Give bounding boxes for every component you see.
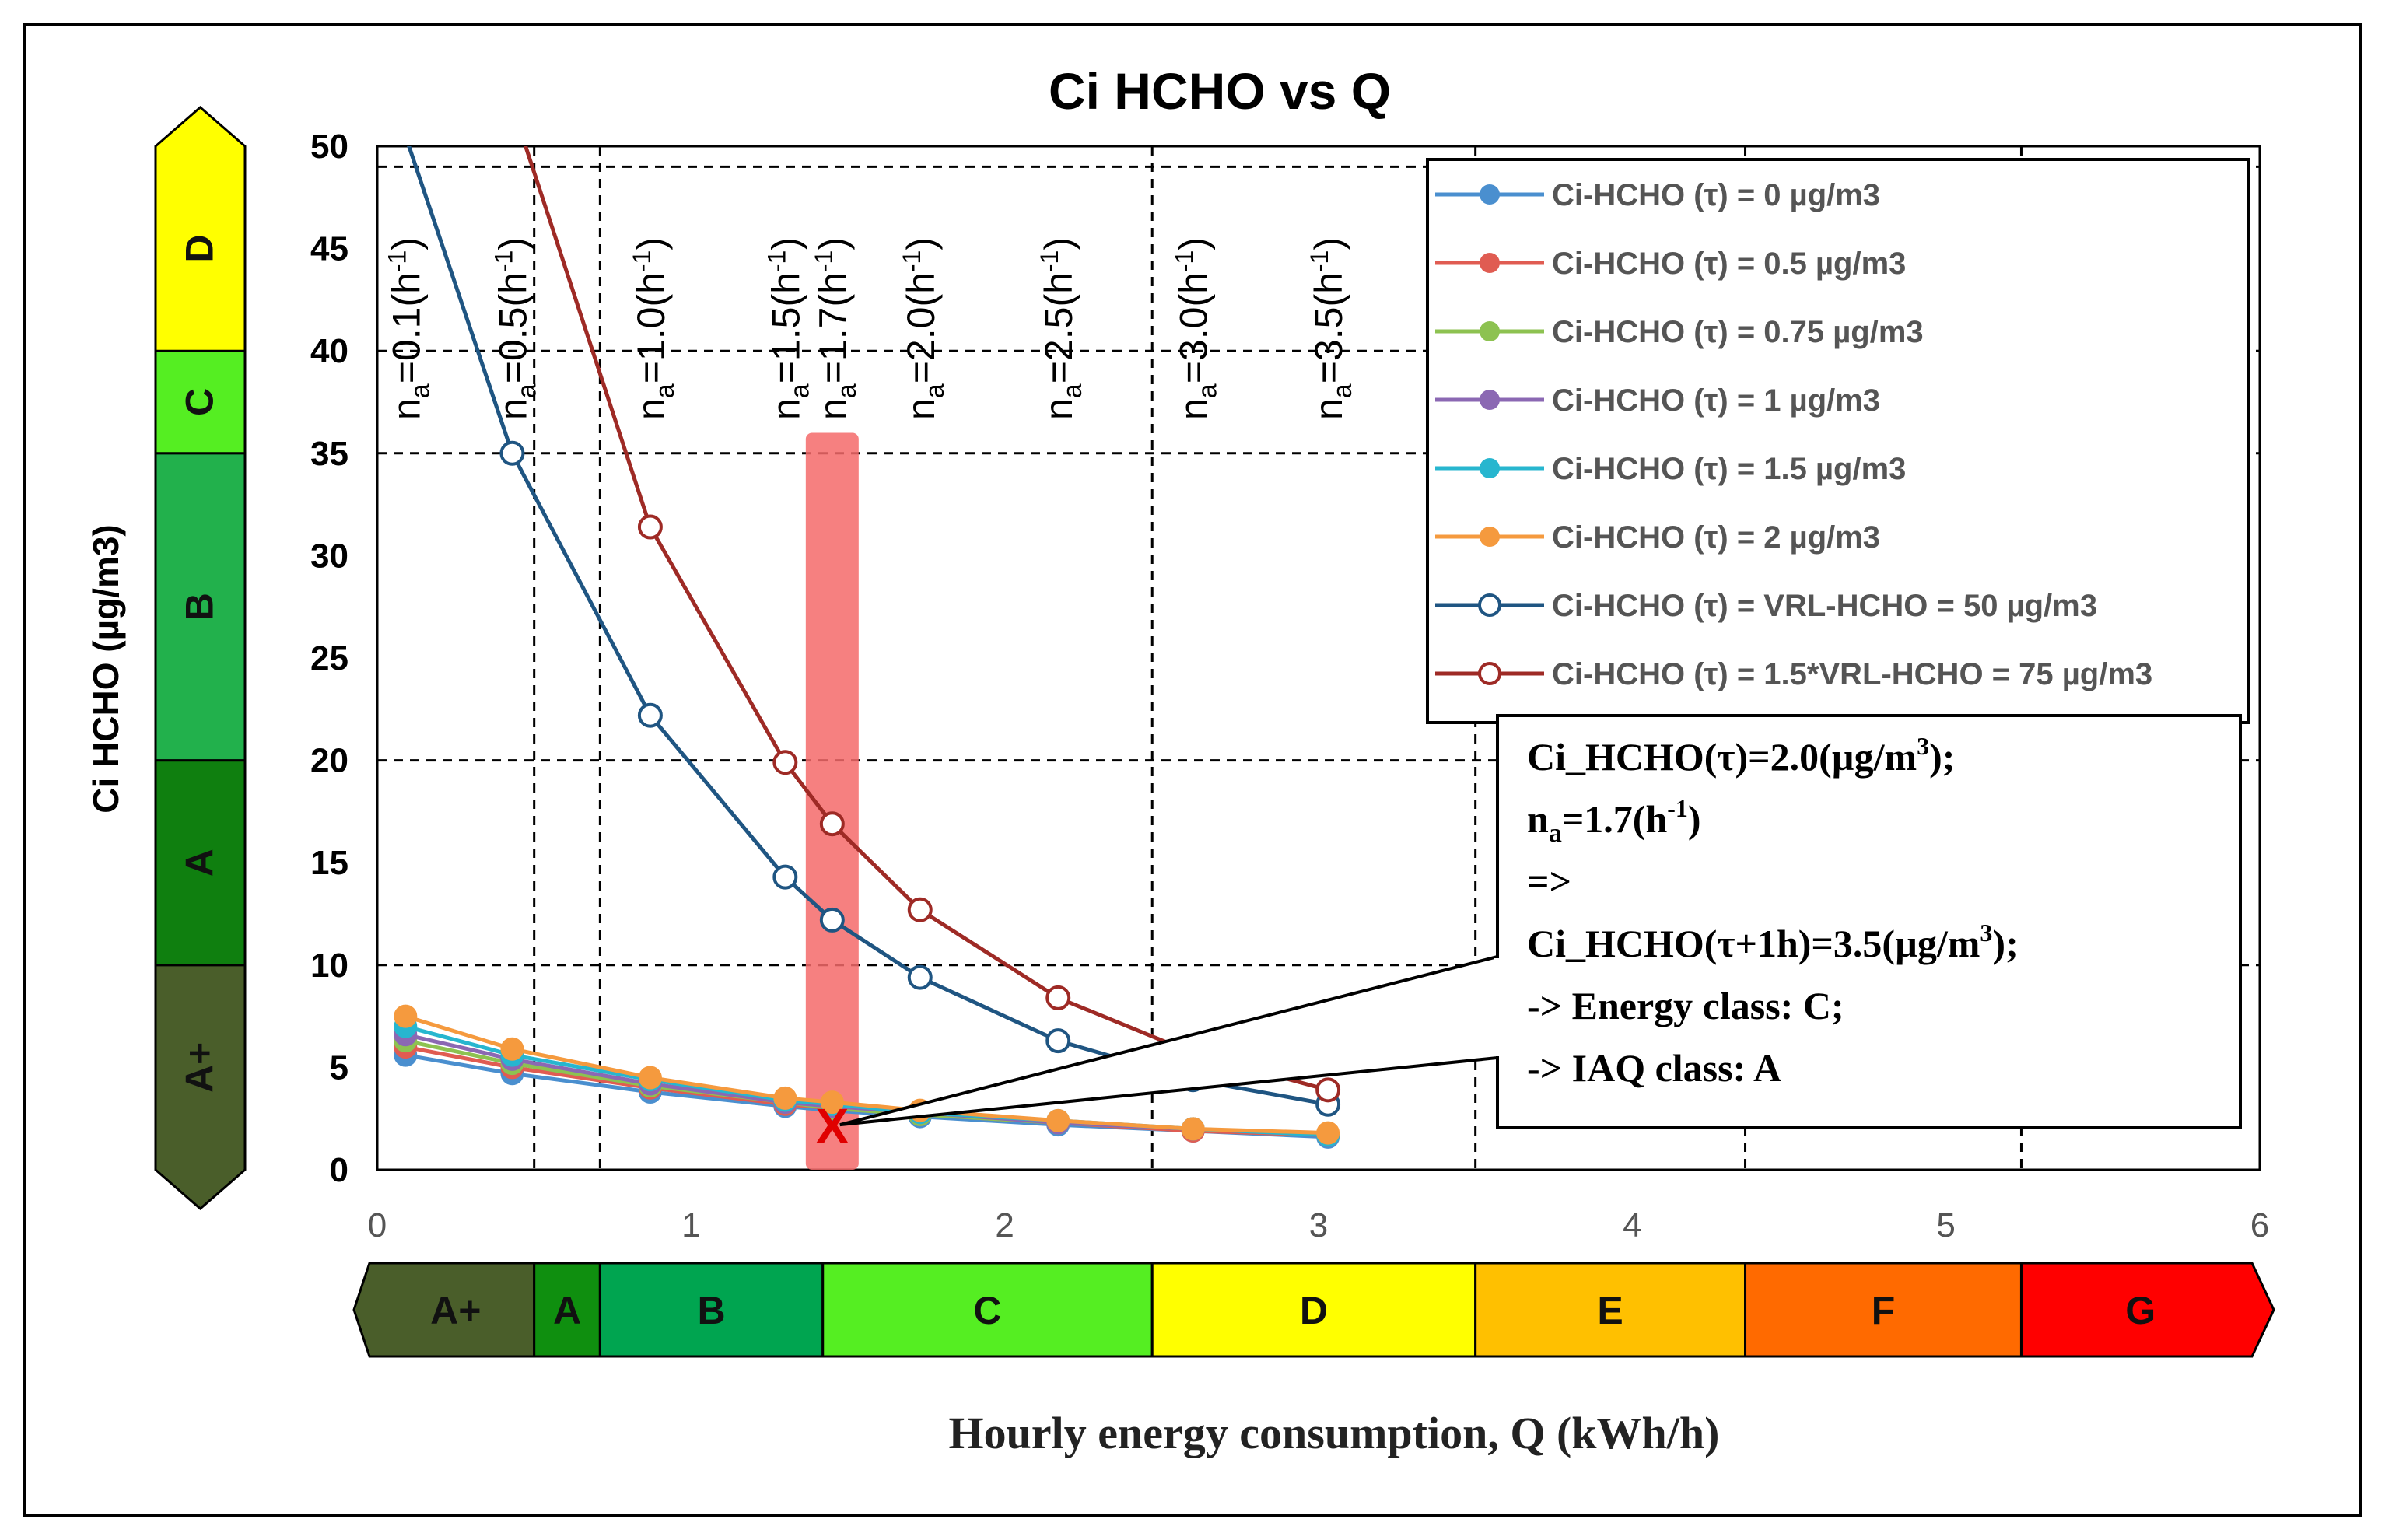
y-tick-label: 5	[330, 1048, 348, 1087]
air-change-label: na=2.0(h-1)	[898, 237, 950, 420]
annotation-line: =>	[1527, 859, 1571, 903]
data-point	[1045, 985, 1071, 1010]
data-point	[499, 440, 525, 466]
plot-area	[376, 145, 2261, 1171]
energy-class-label: B	[697, 1289, 725, 1332]
data-point	[907, 897, 933, 922]
legend-marker	[1480, 458, 1500, 478]
air-change-label: na=1.5(h-1)	[762, 237, 814, 420]
x-tick-label: 5	[1936, 1206, 1955, 1244]
legend-box	[1426, 158, 2250, 724]
annotation-line: Ci_HCHO(τ)=2.0(µg/m3);	[1527, 732, 1955, 779]
energy-class-label: G	[2125, 1289, 2156, 1332]
data-point	[1181, 1117, 1205, 1141]
x-tick-label: 1	[681, 1206, 700, 1244]
data-point	[819, 907, 845, 933]
legend-marker	[1480, 390, 1500, 410]
x-tick-label: 2	[995, 1206, 1014, 1244]
y-tick-label: 0	[330, 1151, 348, 1189]
legend-marker	[1480, 184, 1500, 205]
y-tick-label: 40	[310, 332, 348, 370]
marker-x: X	[815, 1098, 849, 1154]
iaq-class-segment	[154, 106, 247, 352]
highlight-band	[805, 432, 859, 1170]
air-change-label: na=1.0(h-1)	[628, 237, 680, 420]
energy-class-label: D	[1300, 1289, 1328, 1332]
legend-label: Ci-HCHO (τ) = 0 µg/m3	[1552, 178, 1880, 212]
x-tick-label: 4	[1623, 1206, 1641, 1244]
annotation-line: Ci_HCHO(τ+1h)=3.5(µg/m3);	[1527, 919, 2019, 965]
air-change-label: na=1.7(h-1)	[810, 237, 862, 420]
legend-label: Ci-HCHO (τ) = VRL-HCHO = 50 µg/m3	[1552, 589, 2097, 623]
data-point	[820, 1090, 844, 1115]
y-tick-label: 15	[310, 844, 348, 882]
data-point	[772, 750, 798, 775]
iaq-class-label: C	[178, 388, 222, 416]
data-point	[1045, 1028, 1071, 1054]
annotation-box	[1496, 714, 2242, 1129]
data-point	[773, 1086, 797, 1110]
legend-marker	[1478, 662, 1501, 685]
x-tick-label: 6	[2250, 1206, 2269, 1244]
chart-title: Ci HCHO vs Q	[1049, 62, 1391, 120]
y-tick-label: 25	[310, 639, 348, 677]
data-point	[637, 514, 663, 540]
x-tick-label: 0	[368, 1206, 387, 1244]
y-tick-label: 50	[310, 128, 348, 166]
x-axis-label: Hourly energy consumption, Q (kWh/h)	[949, 1408, 1720, 1458]
energy-class-segment	[2019, 1262, 2275, 1358]
legend-marker	[1480, 527, 1500, 547]
legend-marker	[1480, 253, 1500, 273]
iaq-class-label: B	[178, 593, 222, 621]
y-tick-label: 35	[310, 435, 348, 473]
data-point	[819, 811, 845, 837]
y-tick-label: 30	[310, 537, 348, 575]
data-point	[394, 1004, 418, 1028]
y-axis-label: Ci HCHO (µg/m3)	[86, 524, 126, 814]
data-point	[637, 702, 663, 728]
iaq-class-label: A	[178, 849, 222, 877]
x-tick-label: 3	[1309, 1206, 1328, 1244]
data-point	[772, 864, 798, 890]
data-point	[907, 964, 933, 990]
legend-label: Ci-HCHO (τ) = 0.5 µg/m3	[1552, 247, 1906, 281]
air-change-label: na=0.5(h-1)	[489, 237, 541, 420]
annotation-line: -> Energy class: C;	[1527, 984, 1844, 1027]
air-change-label: na=3.0(h-1)	[1171, 237, 1223, 420]
legend-label: Ci-HCHO (τ) = 0.75 µg/m3	[1552, 315, 1924, 349]
air-change-label: na=2.5(h-1)	[1035, 237, 1087, 420]
legend-label: Ci-HCHO (τ) = 1 µg/m3	[1552, 383, 1880, 418]
energy-class-label: A	[553, 1289, 581, 1332]
data-point	[1046, 1108, 1070, 1132]
energy-class-label: F	[1872, 1289, 1896, 1332]
legend-label: Ci-HCHO (τ) = 1.5*VRL-HCHO = 75 µg/m3	[1552, 657, 2152, 691]
legend-label: Ci-HCHO (τ) = 1.5 µg/m3	[1552, 452, 1906, 486]
iaq-class-label: A+	[178, 1042, 222, 1093]
energy-class-label: C	[973, 1289, 1001, 1332]
air-change-label: na=0.1(h-1)	[383, 237, 435, 420]
air-change-label: na=3.5(h-1)	[1305, 237, 1357, 420]
energy-class-label: E	[1597, 1289, 1623, 1332]
annotation-line: -> IAQ class: A	[1527, 1046, 1781, 1090]
legend-marker	[1478, 593, 1501, 617]
data-point	[500, 1037, 524, 1061]
y-tick-label: 20	[310, 742, 348, 780]
data-point	[1316, 1121, 1340, 1145]
iaq-class-label: D	[178, 235, 222, 263]
y-tick-label: 45	[310, 230, 348, 268]
data-point	[1315, 1077, 1341, 1103]
energy-class-label: A+	[430, 1289, 481, 1332]
data-point	[638, 1066, 662, 1090]
annotation-line: na=1.7(h-1)	[1527, 794, 1701, 848]
y-tick-label: 10	[310, 947, 348, 985]
legend-label: Ci-HCHO (τ) = 2 µg/m3	[1552, 520, 1880, 555]
legend-marker	[1480, 321, 1500, 341]
